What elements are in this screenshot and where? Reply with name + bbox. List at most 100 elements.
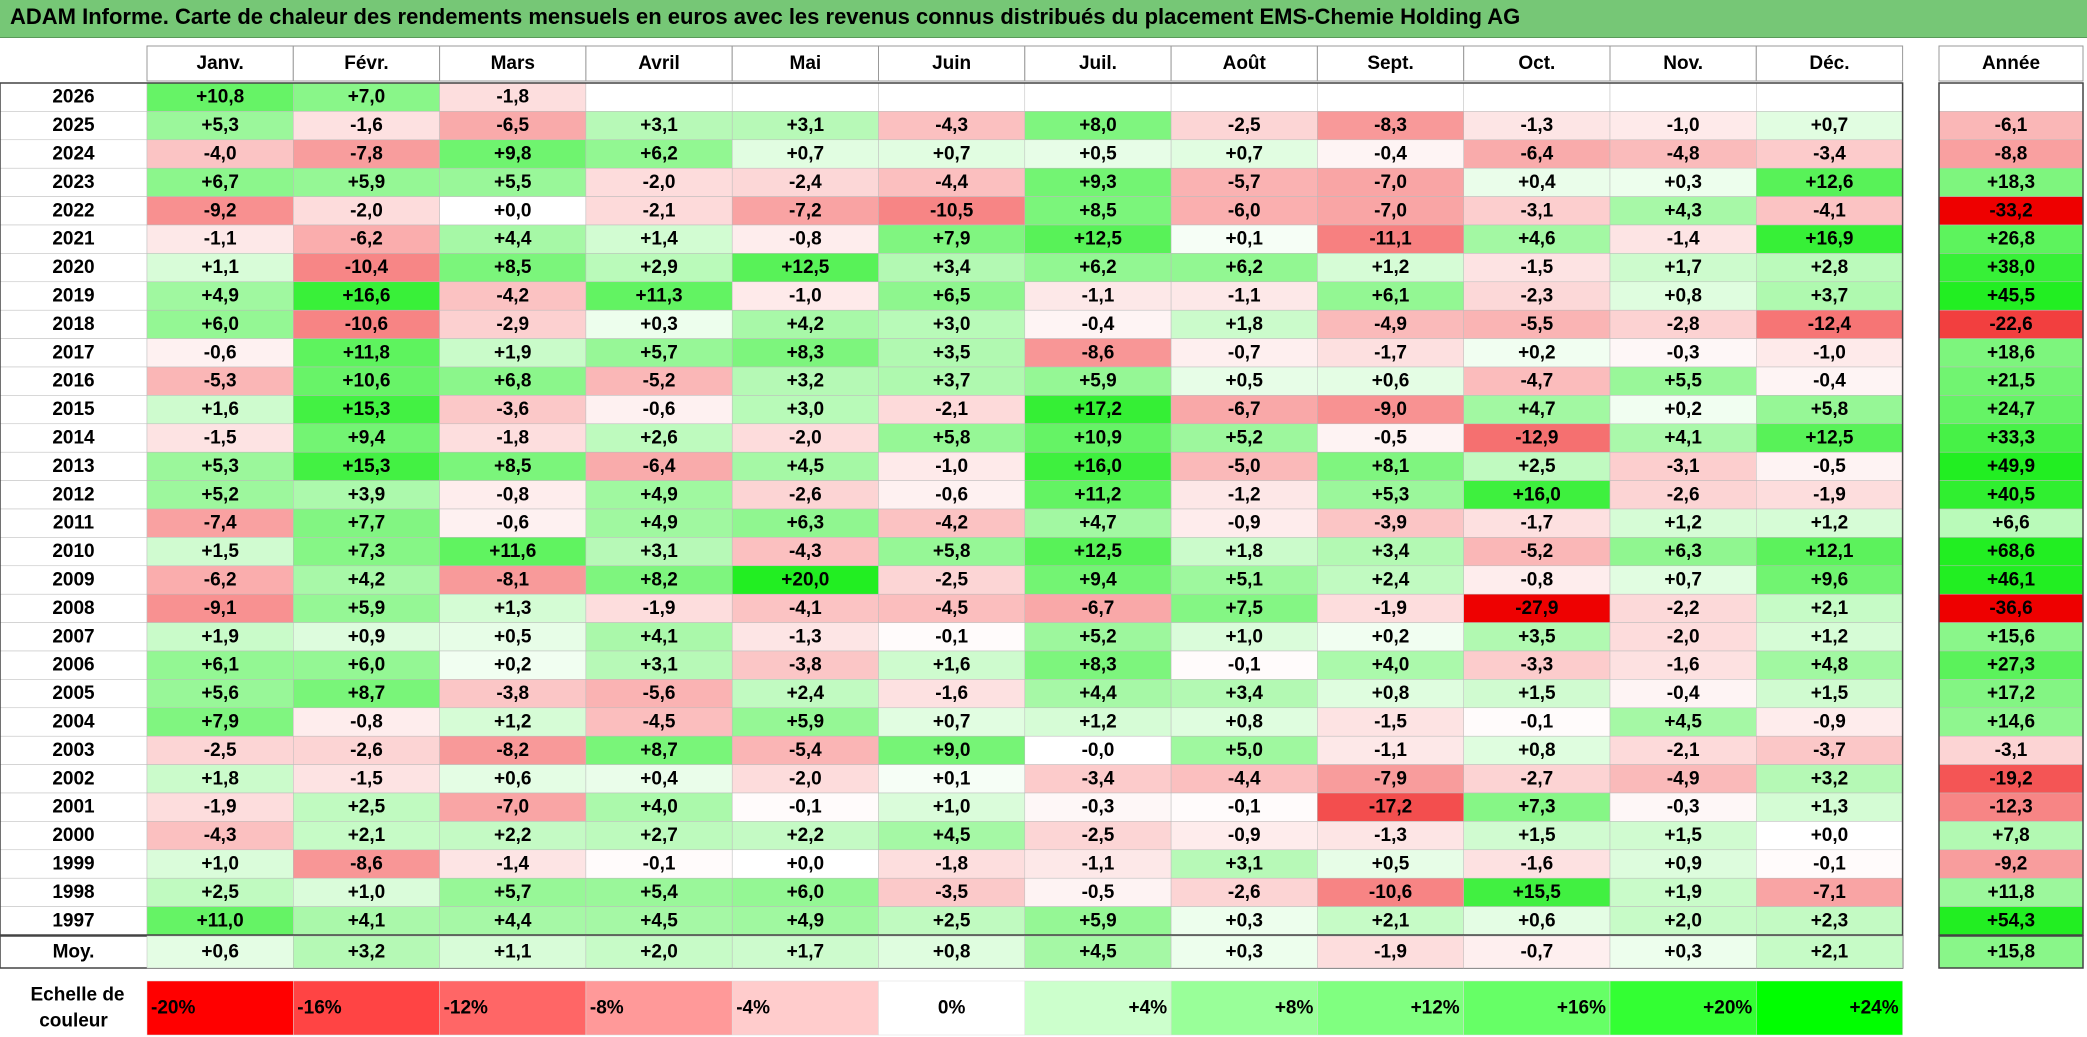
heatmap-cell: [1756, 764, 1903, 794]
cell-value: +11,3: [636, 286, 683, 307]
scale-stop-label: -20%: [151, 998, 195, 1019]
cell-value: +2,1: [1372, 910, 1410, 931]
heatmap-cell: [293, 679, 440, 709]
cell-value: -1,0: [935, 456, 968, 477]
cell-value: -6,7: [1082, 598, 1115, 619]
heatmap-cell: [1463, 821, 1611, 851]
cell-value: +11,6: [489, 541, 536, 562]
heatmap-cell: [1317, 877, 1464, 907]
cell-value: +4,4: [494, 229, 532, 250]
cell-value: -0,1: [789, 797, 822, 818]
heatmap-cell: [1317, 622, 1464, 652]
cell-value: -0,9: [1228, 513, 1261, 534]
scale-stop-label: +12%: [1411, 998, 1460, 1019]
heatmap-cell: [1317, 451, 1464, 481]
cell-value: +1,0: [1225, 626, 1263, 647]
heatmap-cell: [1170, 508, 1318, 538]
cell-value: -4,0: [204, 144, 237, 165]
cell-value: +0,3: [1664, 172, 1702, 193]
cell-value: -1,9: [1813, 484, 1846, 505]
year-label: 2011: [53, 513, 95, 534]
heatmap-cell: [1317, 679, 1464, 709]
cell-value: +5,9: [348, 172, 386, 193]
cell-value: +20,0: [781, 570, 829, 591]
heatmap-cell: [1463, 480, 1611, 510]
heatmap-cell: [585, 650, 733, 680]
heatmap-cell: [585, 139, 733, 169]
year-label-cell: [0, 309, 148, 339]
average-cell: [1756, 935, 1903, 969]
year-label-cell: [0, 253, 148, 283]
heatmap-cell: [1024, 593, 1172, 623]
scale-swatch: [439, 980, 587, 1036]
cell-value: +2,6: [640, 428, 678, 449]
heatmap-cell: [878, 877, 1026, 907]
heatmap-cell: [1609, 877, 1757, 907]
heatmap-cell: [1463, 253, 1611, 283]
cell-value: +6,5: [933, 286, 971, 307]
heatmap-cell: [731, 593, 879, 623]
heatmap-cell: [293, 707, 440, 737]
heatmap-cell: [878, 196, 1026, 226]
heatmap-cell: [1463, 508, 1611, 538]
heatmap-cell: [293, 622, 440, 652]
year-label-cell: [0, 167, 148, 197]
year-label: 2019: [52, 286, 94, 307]
heatmap-cell: [585, 821, 733, 851]
cell-value: -3,8: [496, 683, 529, 704]
cell-value: +0,0: [494, 200, 532, 221]
heatmap-cell: [585, 224, 733, 254]
cell-value: -5,7: [1228, 172, 1261, 193]
cell-value: +9,8: [494, 144, 532, 165]
annual-cell: [1938, 338, 2084, 368]
average-value: -0,7: [1520, 942, 1553, 963]
heatmap-cell: [878, 565, 1026, 595]
heatmap-cell: [1463, 395, 1611, 425]
heatmap-cell: [1024, 849, 1172, 879]
heatmap-cell: [1756, 395, 1903, 425]
heatmap-cell: [1609, 224, 1757, 254]
heatmap-cell: [293, 111, 440, 141]
heatmap-cell: [146, 309, 294, 339]
heatmap-cell: [731, 111, 879, 141]
cell-value: -3,7: [1813, 740, 1846, 761]
cell-value: -0,8: [496, 484, 529, 505]
cell-value: +9,4: [1079, 570, 1117, 591]
cell-value: -8,3: [1374, 115, 1407, 136]
heatmap-cell: [1463, 593, 1611, 623]
year-label-cell: [0, 735, 148, 765]
heatmap-cell: [146, 764, 294, 794]
cell-value: +1,1: [201, 257, 239, 278]
heatmap-cell: [1317, 167, 1464, 197]
cell-value: -0,5: [1082, 882, 1115, 903]
heatmap-cell: [731, 622, 879, 652]
cell-value: -4,2: [496, 286, 529, 307]
cell-value: +4,9: [201, 286, 239, 307]
cell-value: -1,7: [1374, 342, 1407, 363]
cell-value: +1,5: [1811, 683, 1849, 704]
cell-value: -1,9: [204, 797, 237, 818]
heatmap-cell: [1024, 423, 1172, 453]
cell-value: -6,5: [496, 115, 529, 136]
cell-value: +5,8: [933, 541, 971, 562]
cell-value: -2,4: [789, 172, 822, 193]
month-header: Août: [1223, 53, 1267, 74]
heatmap-cell: [439, 111, 587, 141]
year-label: 2008: [52, 598, 94, 619]
heatmap-cell: [878, 679, 1026, 709]
heatmap-cell: [1024, 253, 1172, 283]
cell-value: -12,9: [1515, 428, 1558, 449]
heatmap-cell: [1024, 82, 1172, 112]
cell-value: +6,8: [494, 371, 532, 392]
cell-value: -10,6: [345, 314, 388, 335]
cell-value: +5,9: [787, 712, 825, 733]
cell-value: +0,9: [348, 626, 386, 647]
heatmap-cell: [1463, 451, 1611, 481]
heatmap-cell: [1317, 480, 1464, 510]
heatmap-cell: [146, 111, 294, 141]
heatmap-cell: [439, 253, 587, 283]
cell-value: +0,7: [1664, 570, 1702, 591]
cell-value: +5,5: [494, 172, 532, 193]
heatmap-cell: [1170, 281, 1318, 311]
year-label: 2013: [52, 456, 94, 477]
